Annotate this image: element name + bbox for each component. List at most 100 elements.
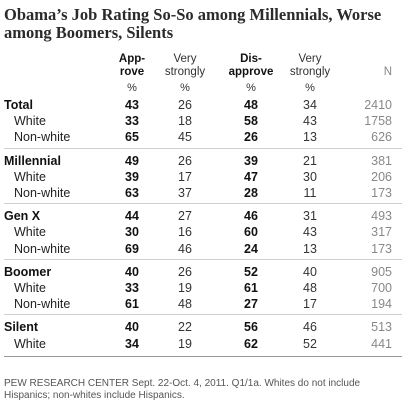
row-label: Non-white (14, 297, 71, 312)
cell-disapprove: 58 (244, 114, 258, 129)
table-row: Non-white 61 48 27 17 194 (0, 296, 409, 312)
row-label: Non-white (14, 186, 71, 200)
table-row: White 39 17 47 30 206 (0, 169, 409, 185)
cell-disapprove-very-strongly: 17 (303, 297, 317, 312)
pct-sign-approve-vs: % (180, 82, 190, 94)
cell-n: 905 (371, 264, 392, 279)
cell-disapprove: 28 (244, 186, 258, 200)
cell-disapprove-very-strongly: 34 (303, 98, 317, 112)
cell-disapprove: 27 (244, 297, 258, 312)
cell-n: 493 (371, 209, 392, 224)
cell-approve-very-strongly: 22 (178, 320, 192, 335)
cell-n: 2410 (364, 98, 392, 112)
group-divider (4, 203, 402, 205)
row-label: Silent (4, 320, 39, 335)
row-label: Gen X (4, 209, 41, 224)
table-row-group: Boomer 40 26 52 40 905 (0, 264, 409, 280)
table-row: Non-white 63 37 28 11 173 (0, 185, 409, 201)
table-row-group: Silent 40 22 56 46 513 (0, 319, 409, 335)
group-divider (4, 314, 402, 316)
header-disapprove-vs-line1: Very (298, 53, 322, 65)
header-disapprove-line2: approve (228, 66, 274, 78)
cell-approve-very-strongly: 19 (178, 336, 192, 351)
cell-approve: 33 (125, 281, 139, 295)
cell-disapprove: 48 (244, 98, 258, 112)
cell-disapprove-very-strongly: 46 (303, 320, 317, 335)
cell-disapprove: 39 (244, 153, 258, 168)
cell-approve-very-strongly: 18 (178, 114, 192, 129)
row-label: Boomer (4, 264, 52, 279)
cell-n: 381 (371, 153, 392, 168)
cell-approve-very-strongly: 45 (178, 130, 192, 145)
row-label: White (14, 281, 46, 295)
cell-disapprove: 46 (244, 209, 258, 224)
header-approve-line1: App- (118, 53, 146, 65)
cell-disapprove-very-strongly: 40 (303, 264, 317, 279)
cell-approve: 40 (125, 264, 139, 279)
cell-disapprove-very-strongly: 48 (303, 281, 317, 295)
cell-approve: 33 (125, 114, 139, 129)
cell-n: 173 (371, 186, 392, 200)
cell-approve-very-strongly: 48 (178, 297, 192, 312)
header-disapprove-very-strongly: Very strongly (282, 53, 338, 79)
header-n: N (383, 66, 392, 78)
cell-disapprove-very-strongly: 21 (303, 153, 317, 168)
header-approve-vs-line1: Very (173, 53, 197, 65)
cell-approve-very-strongly: 26 (178, 98, 192, 112)
table-row: White 34 19 62 52 441 (0, 336, 409, 352)
cell-approve-very-strongly: 16 (178, 225, 192, 240)
cell-approve: 44 (125, 209, 139, 224)
cell-n: 513 (371, 320, 392, 335)
header-approve-very-strongly: Very strongly (157, 53, 213, 79)
pct-sign-disapprove-vs: % (305, 82, 315, 94)
row-label: Millennial (4, 153, 61, 168)
row-label: Total (4, 98, 33, 112)
cell-n: 441 (371, 336, 392, 351)
pct-sign-disapprove: % (246, 82, 256, 94)
cell-disapprove: 61 (244, 281, 258, 295)
cell-approve: 63 (125, 186, 139, 200)
cell-approve-very-strongly: 27 (178, 209, 192, 224)
cell-disapprove-very-strongly: 13 (303, 130, 317, 145)
cell-approve: 65 (125, 130, 139, 145)
cell-approve: 39 (125, 169, 139, 184)
cell-n: 173 (371, 241, 392, 256)
cell-approve: 61 (125, 297, 139, 312)
cell-disapprove: 56 (244, 320, 258, 335)
group-divider (4, 258, 402, 260)
cell-disapprove-very-strongly: 43 (303, 225, 317, 240)
cell-disapprove-very-strongly: 43 (303, 114, 317, 129)
cell-disapprove-very-strongly: 11 (303, 186, 317, 200)
row-label: White (14, 336, 46, 351)
row-label: Non-white (14, 241, 71, 256)
cell-n: 1758 (364, 114, 392, 129)
chart-title: Obama’s Job Rating So-So among Millennia… (4, 5, 382, 42)
header-disapprove: Dis- approve (223, 53, 279, 79)
cell-approve-very-strongly: 37 (178, 186, 192, 200)
table-row: White 30 16 60 43 317 (0, 224, 409, 240)
cell-n: 626 (371, 130, 392, 145)
row-label: White (14, 169, 46, 184)
cell-approve-very-strongly: 17 (178, 169, 192, 184)
cell-disapprove: 26 (244, 130, 258, 145)
header-approve-vs-line2: strongly (164, 66, 206, 78)
cell-n: 317 (371, 225, 392, 240)
table-row-group: Millennial 49 26 39 21 381 (0, 153, 409, 169)
header-disapprove-vs-line2: strongly (289, 66, 331, 78)
cell-approve: 49 (125, 153, 139, 168)
cell-disapprove: 62 (244, 336, 258, 351)
cell-disapprove-very-strongly: 30 (303, 169, 317, 184)
table-row: Non-white 69 46 24 13 173 (0, 241, 409, 257)
table-row: White 33 19 61 48 700 (0, 280, 409, 296)
row-label: White (14, 225, 46, 240)
cell-disapprove: 60 (244, 225, 258, 240)
cell-disapprove-very-strongly: 13 (303, 241, 317, 256)
cell-approve-very-strongly: 26 (178, 153, 192, 168)
footnote: PEW RESEARCH CENTER Sept. 22-Oct. 4, 201… (4, 378, 361, 401)
row-label: White (14, 114, 46, 129)
group-divider (4, 147, 402, 149)
cell-n: 700 (371, 281, 392, 295)
row-label: Non-white (14, 130, 71, 145)
table-bottom-rule (4, 355, 402, 357)
cell-disapprove-very-strongly: 52 (303, 336, 317, 351)
